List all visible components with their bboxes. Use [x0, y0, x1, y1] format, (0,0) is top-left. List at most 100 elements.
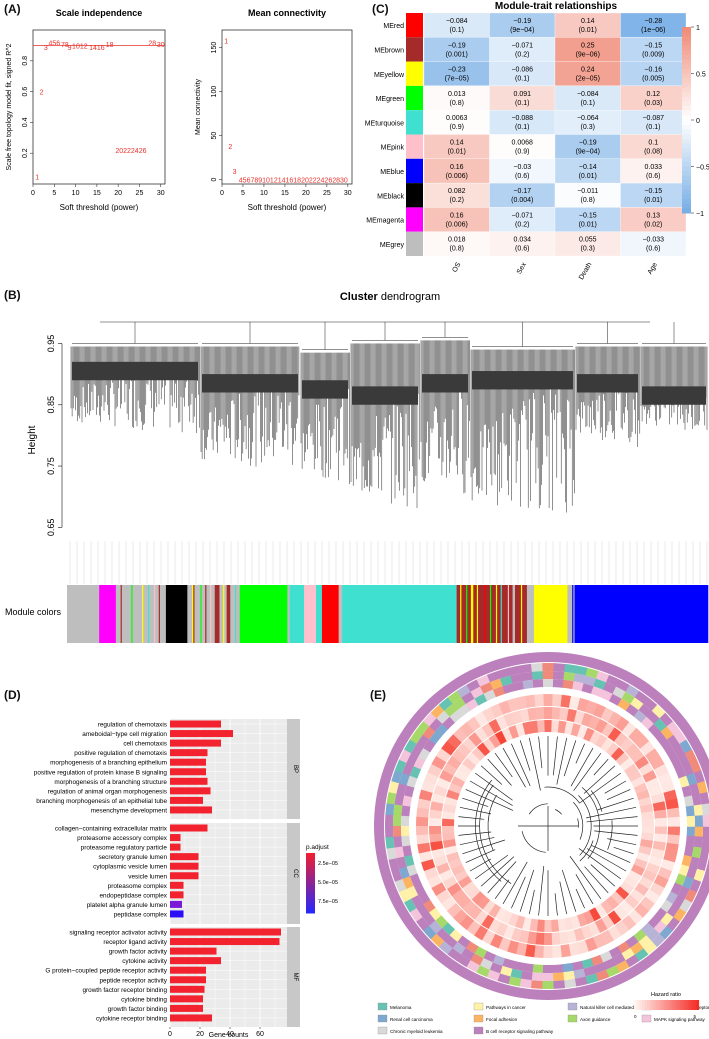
hazard-heat-cell [551, 720, 560, 733]
power-label: 1 [35, 174, 39, 181]
height-tick-label: 0.65 [46, 519, 56, 537]
x-tick-label: 15 [281, 190, 289, 197]
circular-tree [458, 736, 638, 916]
hazard-heat-cell [634, 734, 650, 750]
legend-swatch [306, 909, 315, 912]
hazard-heat-cell [473, 925, 488, 941]
hazard-heat-cell [551, 707, 562, 720]
pathway-ring-segment [666, 721, 681, 736]
legend-swatch [306, 881, 315, 884]
term-label: ameboidal−type cell migration [82, 731, 167, 738]
pathway-ring-segment [416, 720, 430, 735]
legend-swatch [306, 885, 315, 888]
facet-strip-label: MF [292, 973, 298, 982]
pathway-ring-segment [689, 856, 700, 870]
pathway-ring-segment [702, 826, 709, 839]
module-row-label: MEbrown [374, 47, 404, 54]
legend-swatch [306, 899, 315, 902]
p-value: (0.2) [515, 221, 529, 228]
pathway-legend-swatch [377, 1026, 388, 1035]
hazard-heat-cell [420, 858, 436, 872]
power-label: 78 [61, 42, 69, 49]
correlation-value: 0.25 [581, 42, 595, 49]
hazard-heat-cell [653, 833, 667, 844]
term-label: signaling receptor activator activity [69, 930, 167, 937]
hazard-heat-cell [559, 944, 571, 958]
pathway-ring-segment [409, 765, 422, 779]
pathway-ring-segment [410, 894, 424, 909]
pathway-ring-segment [518, 978, 532, 989]
pathway-ring-segment [699, 847, 709, 861]
pathway-ring-segment [413, 881, 426, 896]
hazard-heat-cell [466, 751, 481, 766]
scale-swatch [682, 147, 691, 154]
pathway-ring-segment [595, 670, 610, 683]
dendrogram-title: Cluster dendrogram [340, 291, 440, 303]
pathway-ring-segment [645, 928, 660, 942]
module-color-segment [514, 585, 522, 643]
hazard-heat-cell [429, 832, 443, 843]
pathway-ring-segment [593, 678, 607, 690]
correlation-value: −0.084 [446, 18, 468, 25]
hazard-legend-swatch [650, 1000, 654, 1010]
pathway-ring-segment [452, 697, 467, 711]
scale-swatch [682, 68, 691, 74]
hazard-heat-cell [570, 915, 581, 929]
hazard-heat-cell [454, 869, 469, 883]
hazard-heat-cell [627, 769, 642, 783]
legend-swatch [306, 891, 315, 894]
hazard-heat-cell [552, 694, 563, 707]
module-color-segment [470, 585, 474, 643]
hazard-legend-swatch [644, 1000, 648, 1010]
pathway-ring-segment [647, 723, 662, 738]
pathway-ring-segment [492, 685, 506, 698]
module-row-label: MEyellow [374, 72, 405, 79]
trait-label: OS [451, 261, 462, 274]
pathway-ring-segment [674, 766, 687, 780]
p-value: (7e−05) [445, 76, 469, 83]
p-value: (0.001) [446, 51, 468, 58]
pathway-ring-segment [689, 783, 700, 797]
pathway-ring-segment [501, 957, 515, 969]
pathway-ring-segment [584, 973, 599, 985]
power-label: 4567891012141618202224262830 [239, 178, 348, 185]
pathway-ring-segment [574, 665, 589, 676]
hazard-heat-cell [442, 875, 458, 890]
pathway-ring-segment [447, 690, 462, 704]
scale-swatch [682, 101, 691, 107]
scale-swatch [682, 143, 691, 149]
hazard-heat-cell [649, 756, 665, 771]
hazard-legend-swatch [642, 1000, 646, 1010]
module-color-swatch [406, 207, 423, 232]
pathway-ring-segment [423, 712, 438, 727]
hazard-heat-cell [566, 929, 577, 944]
p-value: (0.8) [450, 100, 464, 107]
pathway-ring-segment [465, 959, 481, 973]
pathway-ring-segment [509, 968, 523, 979]
hazard-heat-cell [442, 832, 455, 841]
term-label: proteasome accessory complex [77, 835, 168, 842]
module-row-label: MEturquoise [365, 120, 404, 127]
pathway-legend-label: MAPK signaling pathway [654, 1017, 706, 1022]
correlation-value: 0.12 [646, 91, 660, 98]
hazard-legend-swatch [647, 1000, 651, 1010]
pathway-ring-segment [401, 815, 410, 826]
gene-count-bar [170, 787, 211, 795]
gene-count-bar [170, 834, 181, 842]
pathway-ring-segment [541, 972, 554, 982]
pathway-ring-segment [394, 793, 405, 806]
pathway-ring-segment [510, 673, 524, 684]
x-tick-label: 10 [260, 190, 268, 197]
pathway-legend-swatch [377, 1002, 388, 1011]
pathway-ring-segment [497, 667, 512, 679]
hazard-heat-cell [450, 863, 466, 876]
hazard-heat-cell [418, 850, 433, 863]
hazard-heat-cell [660, 780, 676, 794]
pathway-legend-label: Chronic myeloid leukemia [390, 1029, 443, 1034]
module-row-label: MEblue [380, 169, 404, 176]
hazard-heat-cell [595, 734, 608, 749]
hazard-heat-cell [451, 775, 466, 788]
hazard-heat-cell [605, 895, 619, 910]
hazard-legend-swatch [652, 1000, 656, 1010]
correlation-value: 0.034 [513, 237, 531, 244]
